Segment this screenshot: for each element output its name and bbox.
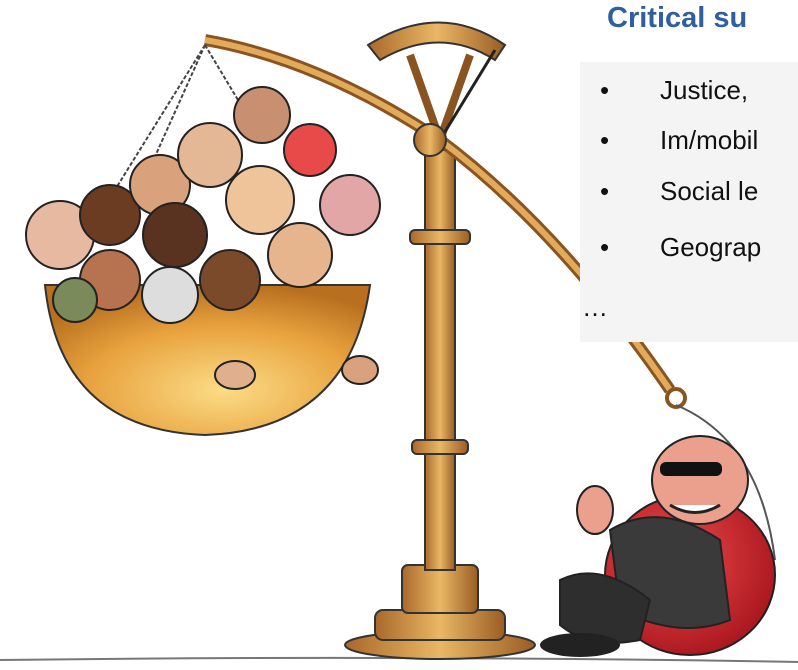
bullet: •Justice,: [600, 75, 748, 106]
ellipsis: …: [582, 292, 608, 323]
slide-title: Critical su: [607, 2, 747, 35]
bullet-text: Justice,: [660, 75, 748, 105]
bullet: •Geograp: [600, 232, 761, 263]
bullet-text: Social le: [660, 176, 758, 206]
bullet: •Im/mobil: [600, 125, 758, 156]
bullet-text: Im/mobil: [660, 125, 758, 155]
slide: Critical su •Justice, •Im/mobil •Social …: [0, 0, 798, 670]
bullet-text: Geograp: [660, 232, 761, 262]
bullet: •Social le: [600, 176, 758, 207]
